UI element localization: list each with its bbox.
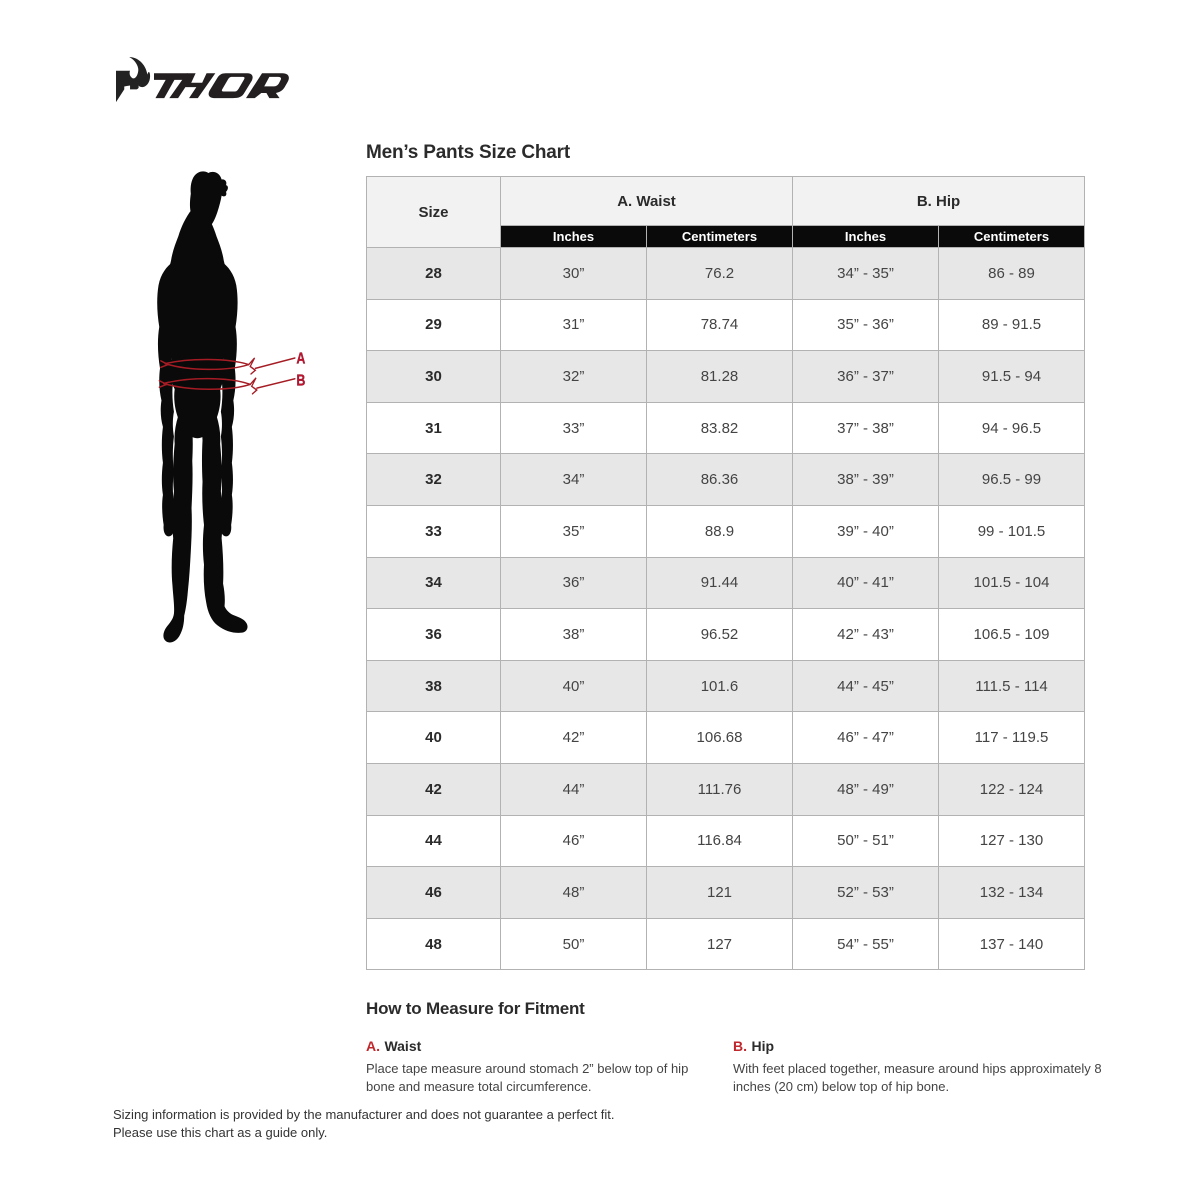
svg-text:B: B	[296, 372, 305, 390]
svg-text:A: A	[296, 350, 305, 368]
